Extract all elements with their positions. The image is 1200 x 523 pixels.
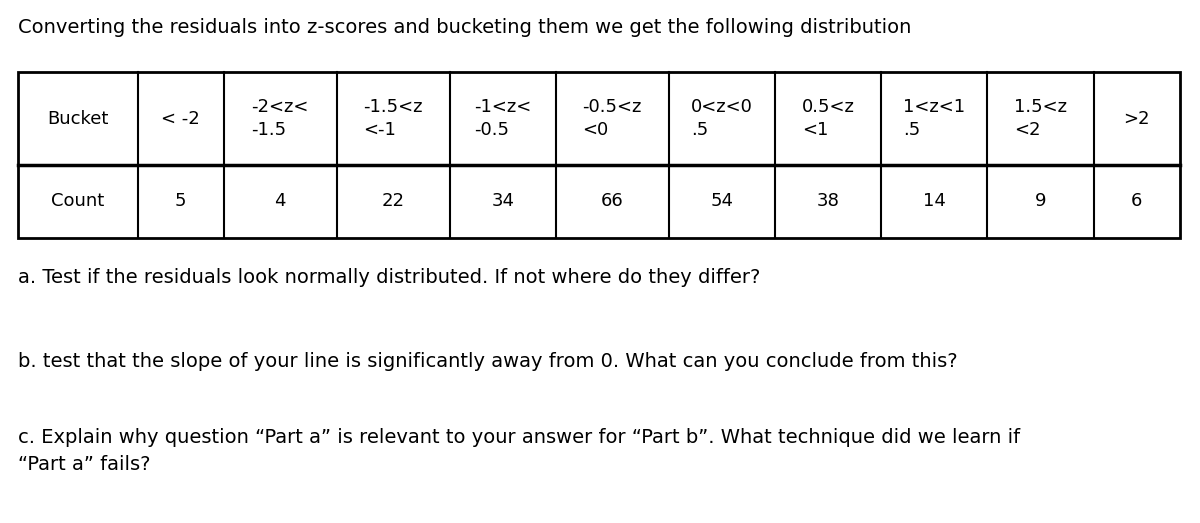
Text: 34: 34: [491, 192, 515, 210]
Text: Count: Count: [52, 192, 104, 210]
Text: 1<z<1
.5: 1<z<1 .5: [904, 98, 965, 139]
Text: 4: 4: [275, 192, 286, 210]
Text: a. Test if the residuals look normally distributed. If not where do they differ?: a. Test if the residuals look normally d…: [18, 268, 761, 287]
Text: 14: 14: [923, 192, 946, 210]
Text: < -2: < -2: [161, 109, 200, 128]
Text: 9: 9: [1034, 192, 1046, 210]
Text: Converting the residuals into z-scores and bucketing them we get the following d: Converting the residuals into z-scores a…: [18, 18, 911, 37]
Text: -2<z<
-1.5: -2<z< -1.5: [252, 98, 308, 139]
Text: 0<z<0
.5: 0<z<0 .5: [691, 98, 752, 139]
Text: 66: 66: [601, 192, 624, 210]
Text: -0.5<z
<0: -0.5<z <0: [582, 98, 642, 139]
Bar: [18, 72, 1180, 238]
Text: b. test that the slope of your line is significantly away from 0. What can you c: b. test that the slope of your line is s…: [18, 352, 958, 371]
Text: 54: 54: [710, 192, 733, 210]
Text: 38: 38: [817, 192, 840, 210]
Text: 6: 6: [1132, 192, 1142, 210]
Text: 0.5<z
<1: 0.5<z <1: [802, 98, 854, 139]
Text: 1.5<z
<2: 1.5<z <2: [1014, 98, 1067, 139]
Text: >2: >2: [1123, 109, 1150, 128]
Text: 5: 5: [175, 192, 186, 210]
Text: Bucket: Bucket: [47, 109, 108, 128]
Text: 22: 22: [382, 192, 404, 210]
Text: -1<z<
-0.5: -1<z< -0.5: [474, 98, 532, 139]
Text: -1.5<z
<-1: -1.5<z <-1: [364, 98, 422, 139]
Text: c. Explain why question “Part a” is relevant to your answer for “Part b”. What t: c. Explain why question “Part a” is rele…: [18, 428, 1020, 473]
